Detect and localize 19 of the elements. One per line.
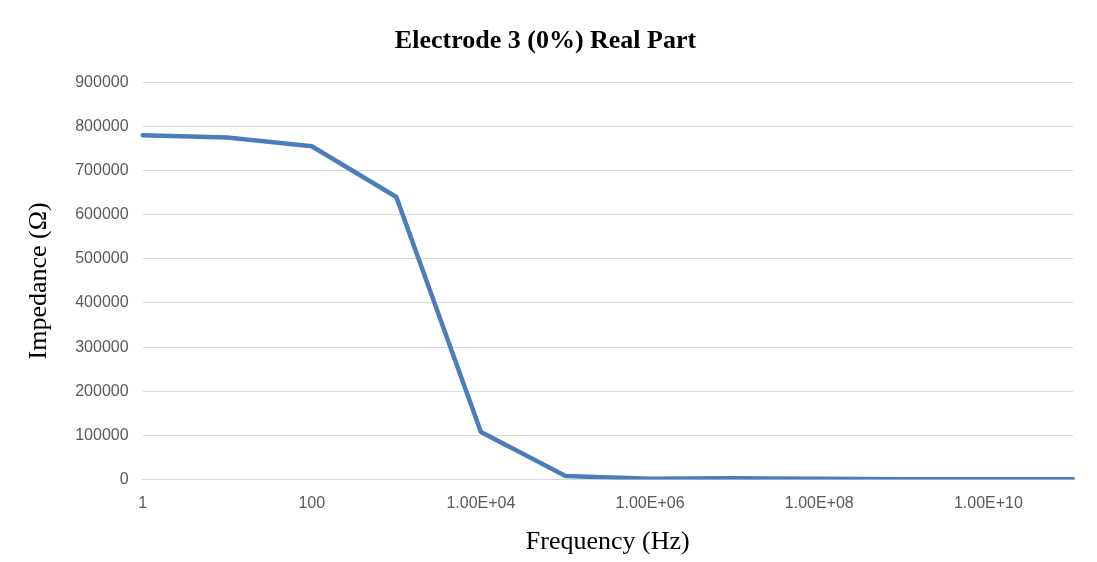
chart-title: Electrode 3 (0%) Real Part — [394, 25, 697, 55]
x-tick-label: 1.00E+06 — [615, 493, 685, 511]
y-tick-label: 300000 — [75, 337, 129, 355]
x-tick-label: 1.00E+10 — [953, 493, 1023, 511]
y-tick-label: 100000 — [75, 425, 129, 443]
x-tick-label: 1.00E+08 — [784, 493, 854, 511]
y-axis-title: Impedance (Ω) — [23, 202, 53, 360]
x-tick-label: 1 — [138, 493, 148, 511]
x-tick-label: 1.00E+04 — [446, 493, 516, 511]
y-tick-label: 600000 — [75, 205, 129, 223]
y-tick-label: 0 — [119, 470, 129, 488]
y-tick-label: 500000 — [75, 249, 129, 267]
y-tick-label: 900000 — [75, 72, 129, 90]
y-tick-label: 200000 — [75, 381, 129, 399]
x-axis-title: Frequency (Hz) — [525, 526, 690, 556]
y-tick-label: 700000 — [75, 160, 129, 178]
y-tick-label: 800000 — [75, 116, 129, 134]
x-tick-label: 100 — [298, 493, 326, 511]
y-tick-label: 400000 — [75, 293, 129, 311]
